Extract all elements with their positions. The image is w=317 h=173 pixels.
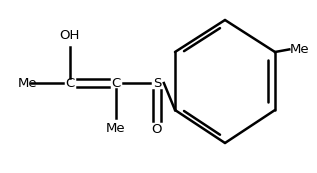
Text: C: C: [65, 76, 74, 90]
Text: C: C: [111, 76, 120, 90]
Text: S: S: [153, 76, 161, 90]
Text: Me: Me: [17, 76, 37, 90]
Text: OH: OH: [60, 29, 80, 42]
Text: O: O: [152, 123, 162, 136]
Text: Me: Me: [106, 122, 126, 135]
Text: Me: Me: [290, 43, 310, 56]
